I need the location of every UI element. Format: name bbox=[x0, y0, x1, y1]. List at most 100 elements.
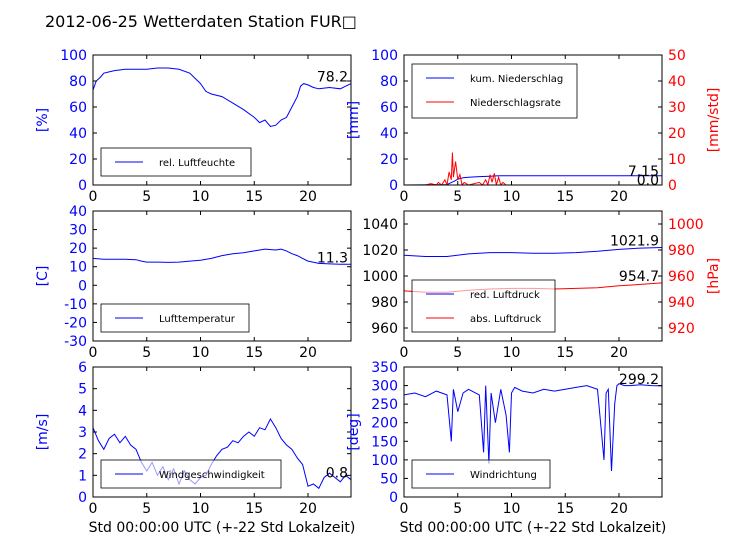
legend-box-pressure bbox=[411, 279, 556, 333]
y-tick-label-wind_direction: 50 bbox=[380, 471, 398, 487]
legend-entry-precipitation-1: Niederschlagsrate bbox=[470, 98, 561, 109]
x-tick-label-humidity: 20 bbox=[299, 189, 317, 205]
y-tick-label-wind_speed: 4 bbox=[78, 403, 87, 419]
y-tick-label-precipitation: 0 bbox=[389, 178, 398, 194]
series-line-humidity-0 bbox=[93, 67, 351, 128]
x-tick-label-precipitation: 10 bbox=[503, 189, 521, 205]
y-tick-label-right-precipitation: 40 bbox=[668, 74, 686, 90]
y-tick-label-temperature: 0 bbox=[78, 278, 87, 294]
y-tick-label-temperature: -10 bbox=[64, 297, 87, 313]
latest-value-label-wind_direction: 299.2 bbox=[619, 372, 659, 388]
y-tick-label-wind_direction: 150 bbox=[371, 434, 398, 450]
plot-frame-precipitation bbox=[403, 54, 663, 186]
latest-value-label-humidity: 78.2 bbox=[317, 70, 348, 86]
legend-entry-pressure-1: abs. Luftdruck bbox=[470, 314, 541, 325]
x-tick-label-wind_direction: 20 bbox=[610, 501, 628, 517]
y-tick-label-precipitation: 100 bbox=[371, 48, 398, 64]
x-axis-label-left: Std 00:00:00 UTC (+-22 Std Lokalzeit) bbox=[89, 520, 356, 536]
x-tick-label-wind_direction: 10 bbox=[503, 501, 521, 517]
y-tick-label-wind_speed: 2 bbox=[78, 447, 87, 463]
legend-entry-humidity-0: rel. Luftfeuchte bbox=[159, 158, 235, 169]
x-tick-label-precipitation: 15 bbox=[556, 189, 574, 205]
x-tick-label-pressure: 15 bbox=[556, 345, 574, 361]
y-tick-label-humidity: 20 bbox=[69, 152, 87, 168]
y-tick-label-right-precipitation: 10 bbox=[668, 152, 686, 168]
legend-entry-wind_speed-0: Windgeschwindigkeit bbox=[159, 470, 265, 481]
latest-value-label-precipitation: 7.15 bbox=[628, 164, 659, 180]
x-tick-label-wind_speed: 10 bbox=[192, 501, 210, 517]
x-tick-label-temperature: 0 bbox=[89, 345, 98, 361]
legend-entry-pressure-0: red. Luftdruck bbox=[470, 290, 540, 301]
x-tick-label-temperature: 15 bbox=[245, 345, 263, 361]
x-tick-label-wind_speed: 20 bbox=[299, 501, 317, 517]
y-tick-label-temperature: 30 bbox=[69, 223, 87, 239]
y-tick-label-precipitation: 20 bbox=[380, 152, 398, 168]
y-tick-label-humidity: 100 bbox=[60, 48, 87, 64]
y-tick-label-wind_speed: 3 bbox=[78, 425, 87, 441]
plot-frame-humidity bbox=[92, 54, 352, 186]
y-tick-label-wind_speed: 1 bbox=[78, 468, 87, 484]
x-tick-label-wind_direction: 5 bbox=[453, 501, 462, 517]
figure-title: 2012-06-25 Wetterdaten Station FUR□ bbox=[45, 12, 357, 31]
x-tick-label-precipitation: 5 bbox=[453, 189, 462, 205]
y-tick-label-humidity: 60 bbox=[69, 100, 87, 116]
x-tick-label-wind_speed: 15 bbox=[245, 501, 263, 517]
y-tick-label-temperature: 20 bbox=[69, 241, 87, 257]
x-tick-label-precipitation: 0 bbox=[400, 189, 409, 205]
latest-value-label-wind_speed: 0.8 bbox=[326, 466, 348, 482]
y-tick-label-temperature: 40 bbox=[69, 204, 87, 220]
y-tick-label-pressure: 1000 bbox=[362, 269, 398, 285]
x-tick-label-temperature: 5 bbox=[142, 345, 151, 361]
y-tick-label-humidity: 80 bbox=[69, 74, 87, 90]
x-tick-label-wind_direction: 15 bbox=[556, 501, 574, 517]
y-tick-label-wind_direction: 300 bbox=[371, 379, 398, 395]
y-tick-label-wind_direction: 350 bbox=[371, 360, 398, 376]
y-axis-label-precipitation: [mm] bbox=[346, 101, 362, 139]
latest-value-label-pressure: 1021.9 bbox=[610, 234, 659, 250]
x-tick-label-temperature: 20 bbox=[299, 345, 317, 361]
x-tick-label-temperature: 10 bbox=[192, 345, 210, 361]
y-tick-label-right-pressure: 980 bbox=[668, 243, 695, 259]
x-tick-label-pressure: 0 bbox=[400, 345, 409, 361]
y-tick-label-wind_speed: 6 bbox=[78, 360, 87, 376]
y-tick-label-right-precipitation: 0 bbox=[668, 178, 677, 194]
y-tick-label-pressure: 1020 bbox=[362, 243, 398, 259]
series-line-wind_speed-0 bbox=[93, 417, 351, 490]
y-axis-label-wind_speed: [m/s] bbox=[35, 414, 51, 451]
x-tick-label-precipitation: 20 bbox=[610, 189, 628, 205]
x-axis-label-right: Std 00:00:00 UTC (+-22 Std Lokalzeit) bbox=[400, 520, 667, 536]
series-line-precipitation-0 bbox=[404, 175, 662, 185]
y-axis-label-temperature: [C] bbox=[35, 266, 51, 287]
x-tick-label-humidity: 10 bbox=[192, 189, 210, 205]
y-tick-label-temperature: 10 bbox=[69, 260, 87, 276]
y-tick-label-wind_direction: 0 bbox=[389, 490, 398, 506]
y-tick-label-temperature: -30 bbox=[64, 334, 87, 350]
legend-entry-temperature-0: Lufttemperatur bbox=[159, 314, 236, 325]
x-tick-label-humidity: 5 bbox=[142, 189, 151, 205]
y-tick-label-wind_direction: 100 bbox=[371, 453, 398, 469]
y-axis-label-right-pressure: [hPa] bbox=[706, 258, 722, 294]
y-tick-label-humidity: 0 bbox=[78, 178, 87, 194]
y-tick-label-precipitation: 40 bbox=[380, 126, 398, 142]
x-tick-label-pressure: 20 bbox=[610, 345, 628, 361]
y-tick-label-pressure: 960 bbox=[371, 321, 398, 337]
y-tick-label-precipitation: 80 bbox=[380, 74, 398, 90]
legend-box-wind_direction bbox=[411, 459, 551, 489]
series-line-wind_direction-0 bbox=[404, 383, 662, 472]
x-tick-label-humidity: 15 bbox=[245, 189, 263, 205]
x-tick-label-wind_speed: 5 bbox=[142, 501, 151, 517]
latest-value-label-temperature: 11.3 bbox=[317, 250, 348, 266]
y-tick-label-right-precipitation: 20 bbox=[668, 126, 686, 142]
x-tick-label-wind_direction: 0 bbox=[400, 501, 409, 517]
legend-entry-wind_direction-0: Windrichtung bbox=[470, 470, 537, 481]
legend-box-precipitation bbox=[411, 63, 578, 119]
series-line-precipitation-1 bbox=[404, 152, 662, 185]
x-tick-label-wind_speed: 0 bbox=[89, 501, 98, 517]
y-axis-label-right-precipitation: [mm/std] bbox=[706, 88, 722, 153]
latest-value-label-2-precipitation: 0.0 bbox=[637, 173, 659, 189]
y-tick-label-wind_speed: 5 bbox=[78, 382, 87, 398]
x-tick-label-humidity: 0 bbox=[89, 189, 98, 205]
y-tick-label-right-precipitation: 30 bbox=[668, 100, 686, 116]
y-tick-label-pressure: 980 bbox=[371, 295, 398, 311]
